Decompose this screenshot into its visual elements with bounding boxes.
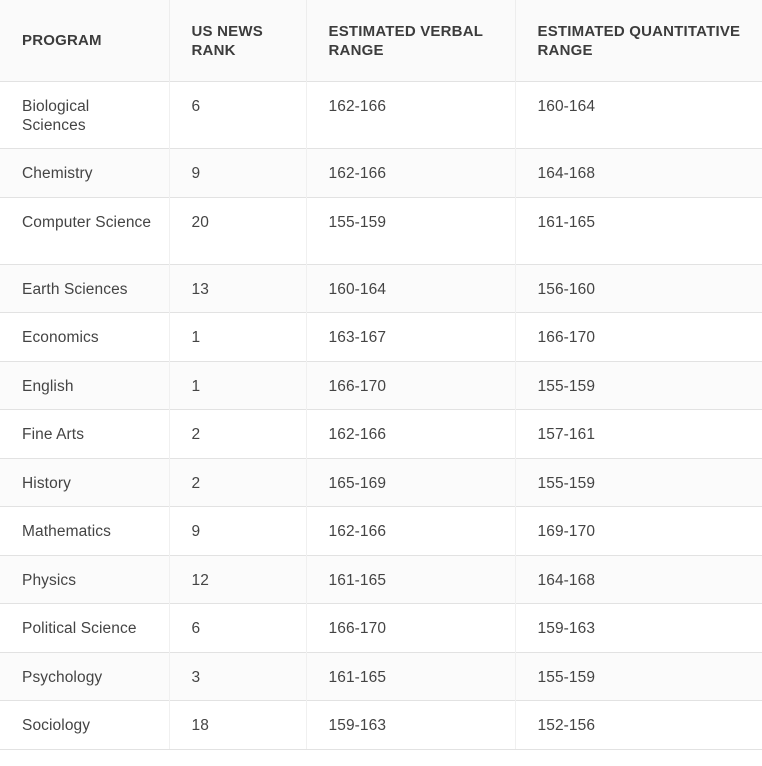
cell-verbal-range: 162-166 <box>306 506 516 555</box>
table-row: Sociology 18 159-163 152-156 <box>0 700 762 750</box>
table-row: English 1 166-170 155-159 <box>0 360 762 410</box>
cell-rank: 18 <box>169 700 307 750</box>
cell-rank: 6 <box>169 81 307 149</box>
table-row: Fine Arts 2 162-166 157-161 <box>0 409 762 458</box>
table-row: Psychology 3 161-165 155-159 <box>0 651 762 701</box>
cell-verbal-range: 161-165 <box>306 651 516 701</box>
cell-quant-range: 159-163 <box>515 603 762 652</box>
cell-program: Mathematics <box>0 506 170 555</box>
cell-quant-range: 155-159 <box>515 651 762 701</box>
cell-program: English <box>0 360 170 410</box>
cell-program: Biological Sciences <box>0 81 170 149</box>
cell-rank: 20 <box>169 196 307 264</box>
table-row: Physics 12 161-165 164-168 <box>0 554 762 604</box>
header-estimated-quantitative-range: ESTIMATED QUANTITATIVE RANGE <box>515 0 762 82</box>
cell-verbal-range: 159-163 <box>306 700 516 750</box>
cell-rank: 12 <box>169 554 307 604</box>
cell-rank: 13 <box>169 263 307 313</box>
cell-rank: 9 <box>169 148 307 197</box>
cell-program: Sociology <box>0 700 170 750</box>
cell-verbal-range: 166-170 <box>306 360 516 410</box>
cell-verbal-range: 161-165 <box>306 554 516 604</box>
cell-quant-range: 164-168 <box>515 148 762 197</box>
cell-verbal-range: 160-164 <box>306 263 516 313</box>
cell-quant-range: 157-161 <box>515 409 762 458</box>
header-row: PROGRAM US NEWS RANK ESTIMATED VERBAL RA… <box>0 0 762 82</box>
gre-ranges-table: PROGRAM US NEWS RANK ESTIMATED VERBAL RA… <box>0 0 762 750</box>
table-row: Economics 1 163-167 166-170 <box>0 312 762 361</box>
cell-verbal-range: 162-166 <box>306 148 516 197</box>
header-us-news-rank: US NEWS RANK <box>169 0 307 82</box>
cell-rank: 9 <box>169 506 307 555</box>
cell-quant-range: 155-159 <box>515 457 762 507</box>
cell-program: Chemistry <box>0 148 170 197</box>
cell-verbal-range: 155-159 <box>306 196 516 264</box>
header-estimated-verbal-range: ESTIMATED VERBAL RANGE <box>306 0 516 82</box>
cell-rank: 2 <box>169 457 307 507</box>
header-program: PROGRAM <box>0 0 170 82</box>
table-header: PROGRAM US NEWS RANK ESTIMATED VERBAL RA… <box>0 0 762 82</box>
cell-rank: 1 <box>169 360 307 410</box>
cell-program: Psychology <box>0 651 170 701</box>
cell-verbal-range: 166-170 <box>306 603 516 652</box>
table-body: Biological Sciences 6 162-166 160-164 Ch… <box>0 81 762 750</box>
cell-verbal-range: 165-169 <box>306 457 516 507</box>
cell-quant-range: 160-164 <box>515 81 762 149</box>
cell-rank: 3 <box>169 651 307 701</box>
cell-quant-range: 166-170 <box>515 312 762 361</box>
cell-quant-range: 156-160 <box>515 263 762 313</box>
cell-quant-range: 164-168 <box>515 554 762 604</box>
table-row: Mathematics 9 162-166 169-170 <box>0 506 762 555</box>
cell-rank: 6 <box>169 603 307 652</box>
table-row: Biological Sciences 6 162-166 160-164 <box>0 81 762 149</box>
cell-quant-range: 155-159 <box>515 360 762 410</box>
table-row: Political Science 6 166-170 159-163 <box>0 603 762 652</box>
cell-quant-range: 169-170 <box>515 506 762 555</box>
cell-program: Computer Science <box>0 196 170 264</box>
cell-program: History <box>0 457 170 507</box>
cell-quant-range: 152-156 <box>515 700 762 750</box>
cell-quant-range: 161-165 <box>515 196 762 264</box>
cell-program: Fine Arts <box>0 409 170 458</box>
cell-program: Earth Sciences <box>0 263 170 313</box>
cell-rank: 2 <box>169 409 307 458</box>
cell-rank: 1 <box>169 312 307 361</box>
cell-program: Political Science <box>0 603 170 652</box>
table-row: History 2 165-169 155-159 <box>0 457 762 507</box>
cell-verbal-range: 162-166 <box>306 409 516 458</box>
cell-verbal-range: 162-166 <box>306 81 516 149</box>
cell-program: Economics <box>0 312 170 361</box>
table-row: Earth Sciences 13 160-164 156-160 <box>0 263 762 313</box>
cell-program: Physics <box>0 554 170 604</box>
cell-verbal-range: 163-167 <box>306 312 516 361</box>
table-row: Chemistry 9 162-166 164-168 <box>0 148 762 197</box>
table-row: Computer Science 20 155-159 161-165 <box>0 196 762 264</box>
